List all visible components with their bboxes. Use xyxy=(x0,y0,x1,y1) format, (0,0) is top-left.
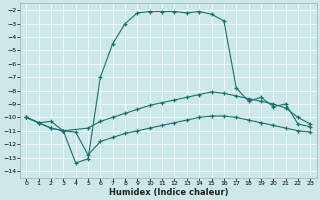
X-axis label: Humidex (Indice chaleur): Humidex (Indice chaleur) xyxy=(108,188,228,197)
